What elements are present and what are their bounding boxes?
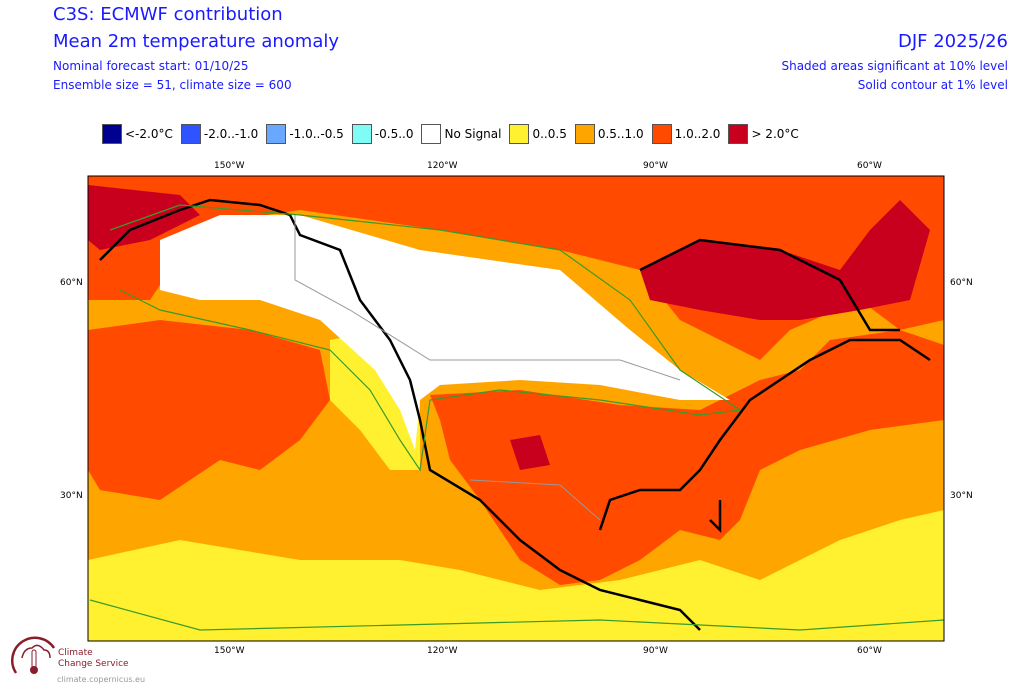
legend-label: <-2.0°C [125, 127, 173, 141]
legend: <-2.0°C -2.0..-1.0 -1.0..-0.5 -0.5..0 No Sig… [102, 124, 807, 144]
lon-tick-top: 120°W [427, 161, 458, 171]
ensemble-size: Ensemble size = 51, climate size = 600 [53, 78, 292, 92]
logo-url[interactable]: climate.copernicus.eu [57, 675, 146, 684]
legend-label: -2.0..-1.0 [203, 127, 259, 141]
legend-item: -1.0..-0.5 [266, 124, 344, 144]
legend-label: -1.0..-0.5 [289, 127, 344, 141]
legend-item: 0..0.5 [509, 124, 567, 144]
legend-label: > 2.0°C [751, 127, 799, 141]
legend-swatch [180, 124, 201, 144]
season-label: DJF 2025/26 [897, 31, 1008, 52]
legend-label: 1.0..2.0 [674, 127, 721, 141]
lon-tick-bottom: 90°W [643, 646, 668, 656]
significance-note: Shaded areas significant at 10% level [781, 59, 1008, 73]
lat-tick-right: 30°N [950, 491, 973, 501]
copernicus-logo-icon [11, 636, 56, 674]
legend-swatch [421, 124, 442, 144]
legend-label: -0.5..0 [374, 127, 414, 141]
legend-label: 0.5..1.0 [597, 127, 644, 141]
logo-text: Climate Change Service [58, 648, 129, 670]
legend-swatch [102, 124, 122, 144]
lat-tick-right: 60°N [950, 278, 973, 288]
legend-item: 0.5..1.0 [574, 124, 644, 144]
region-red-us [430, 330, 944, 585]
region-dark-red-sw [510, 435, 550, 470]
lon-tick-bottom: 120°W [427, 646, 458, 656]
lon-tick-top: 60°W [857, 161, 882, 171]
legend-label: 0..0.5 [532, 127, 567, 141]
logo-line1: Climate [58, 648, 93, 658]
lon-tick-bottom: 60°W [857, 646, 882, 656]
lon-tick-top: 90°W [643, 161, 668, 171]
logo-line2: Change Service [58, 659, 129, 669]
lon-tick-bottom: 150°W [214, 646, 245, 656]
border-line [294, 215, 681, 521]
legend-label: No Signal [444, 127, 502, 141]
legend-swatch [574, 124, 595, 144]
chart-title: C3S: ECMWF contribution [53, 4, 283, 25]
legend-swatch [728, 124, 749, 144]
region-red-pacific [88, 320, 330, 500]
region-yellow-south [88, 510, 944, 641]
significance-contour [89, 204, 944, 631]
region-no-signal [160, 215, 730, 450]
legend-item: -2.0..-1.0 [180, 124, 259, 144]
legend-swatch [651, 124, 672, 144]
chart-subtitle: Mean 2m temperature anomaly [53, 31, 340, 52]
legend-item: No Signal [421, 124, 501, 144]
contour-note: Solid contour at 1% level [857, 78, 1008, 92]
legend-item: -0.5..0 [351, 124, 414, 144]
region-dark-red [640, 200, 930, 320]
legend-swatch [351, 124, 372, 144]
coastline [99, 198, 931, 631]
lat-tick-left: 60°N [60, 278, 83, 288]
legend-item: 1.0..2.0 [651, 124, 721, 144]
legend-item: > 2.0°C [728, 124, 799, 144]
legend-swatch [266, 124, 287, 144]
forecast-start: Nominal forecast start: 01/10/25 [53, 59, 249, 73]
legend-item: <-2.0°C [102, 124, 173, 144]
lat-tick-left: 30°N [60, 491, 83, 501]
legend-swatch [509, 124, 530, 144]
lon-tick-top: 150°W [214, 161, 245, 171]
